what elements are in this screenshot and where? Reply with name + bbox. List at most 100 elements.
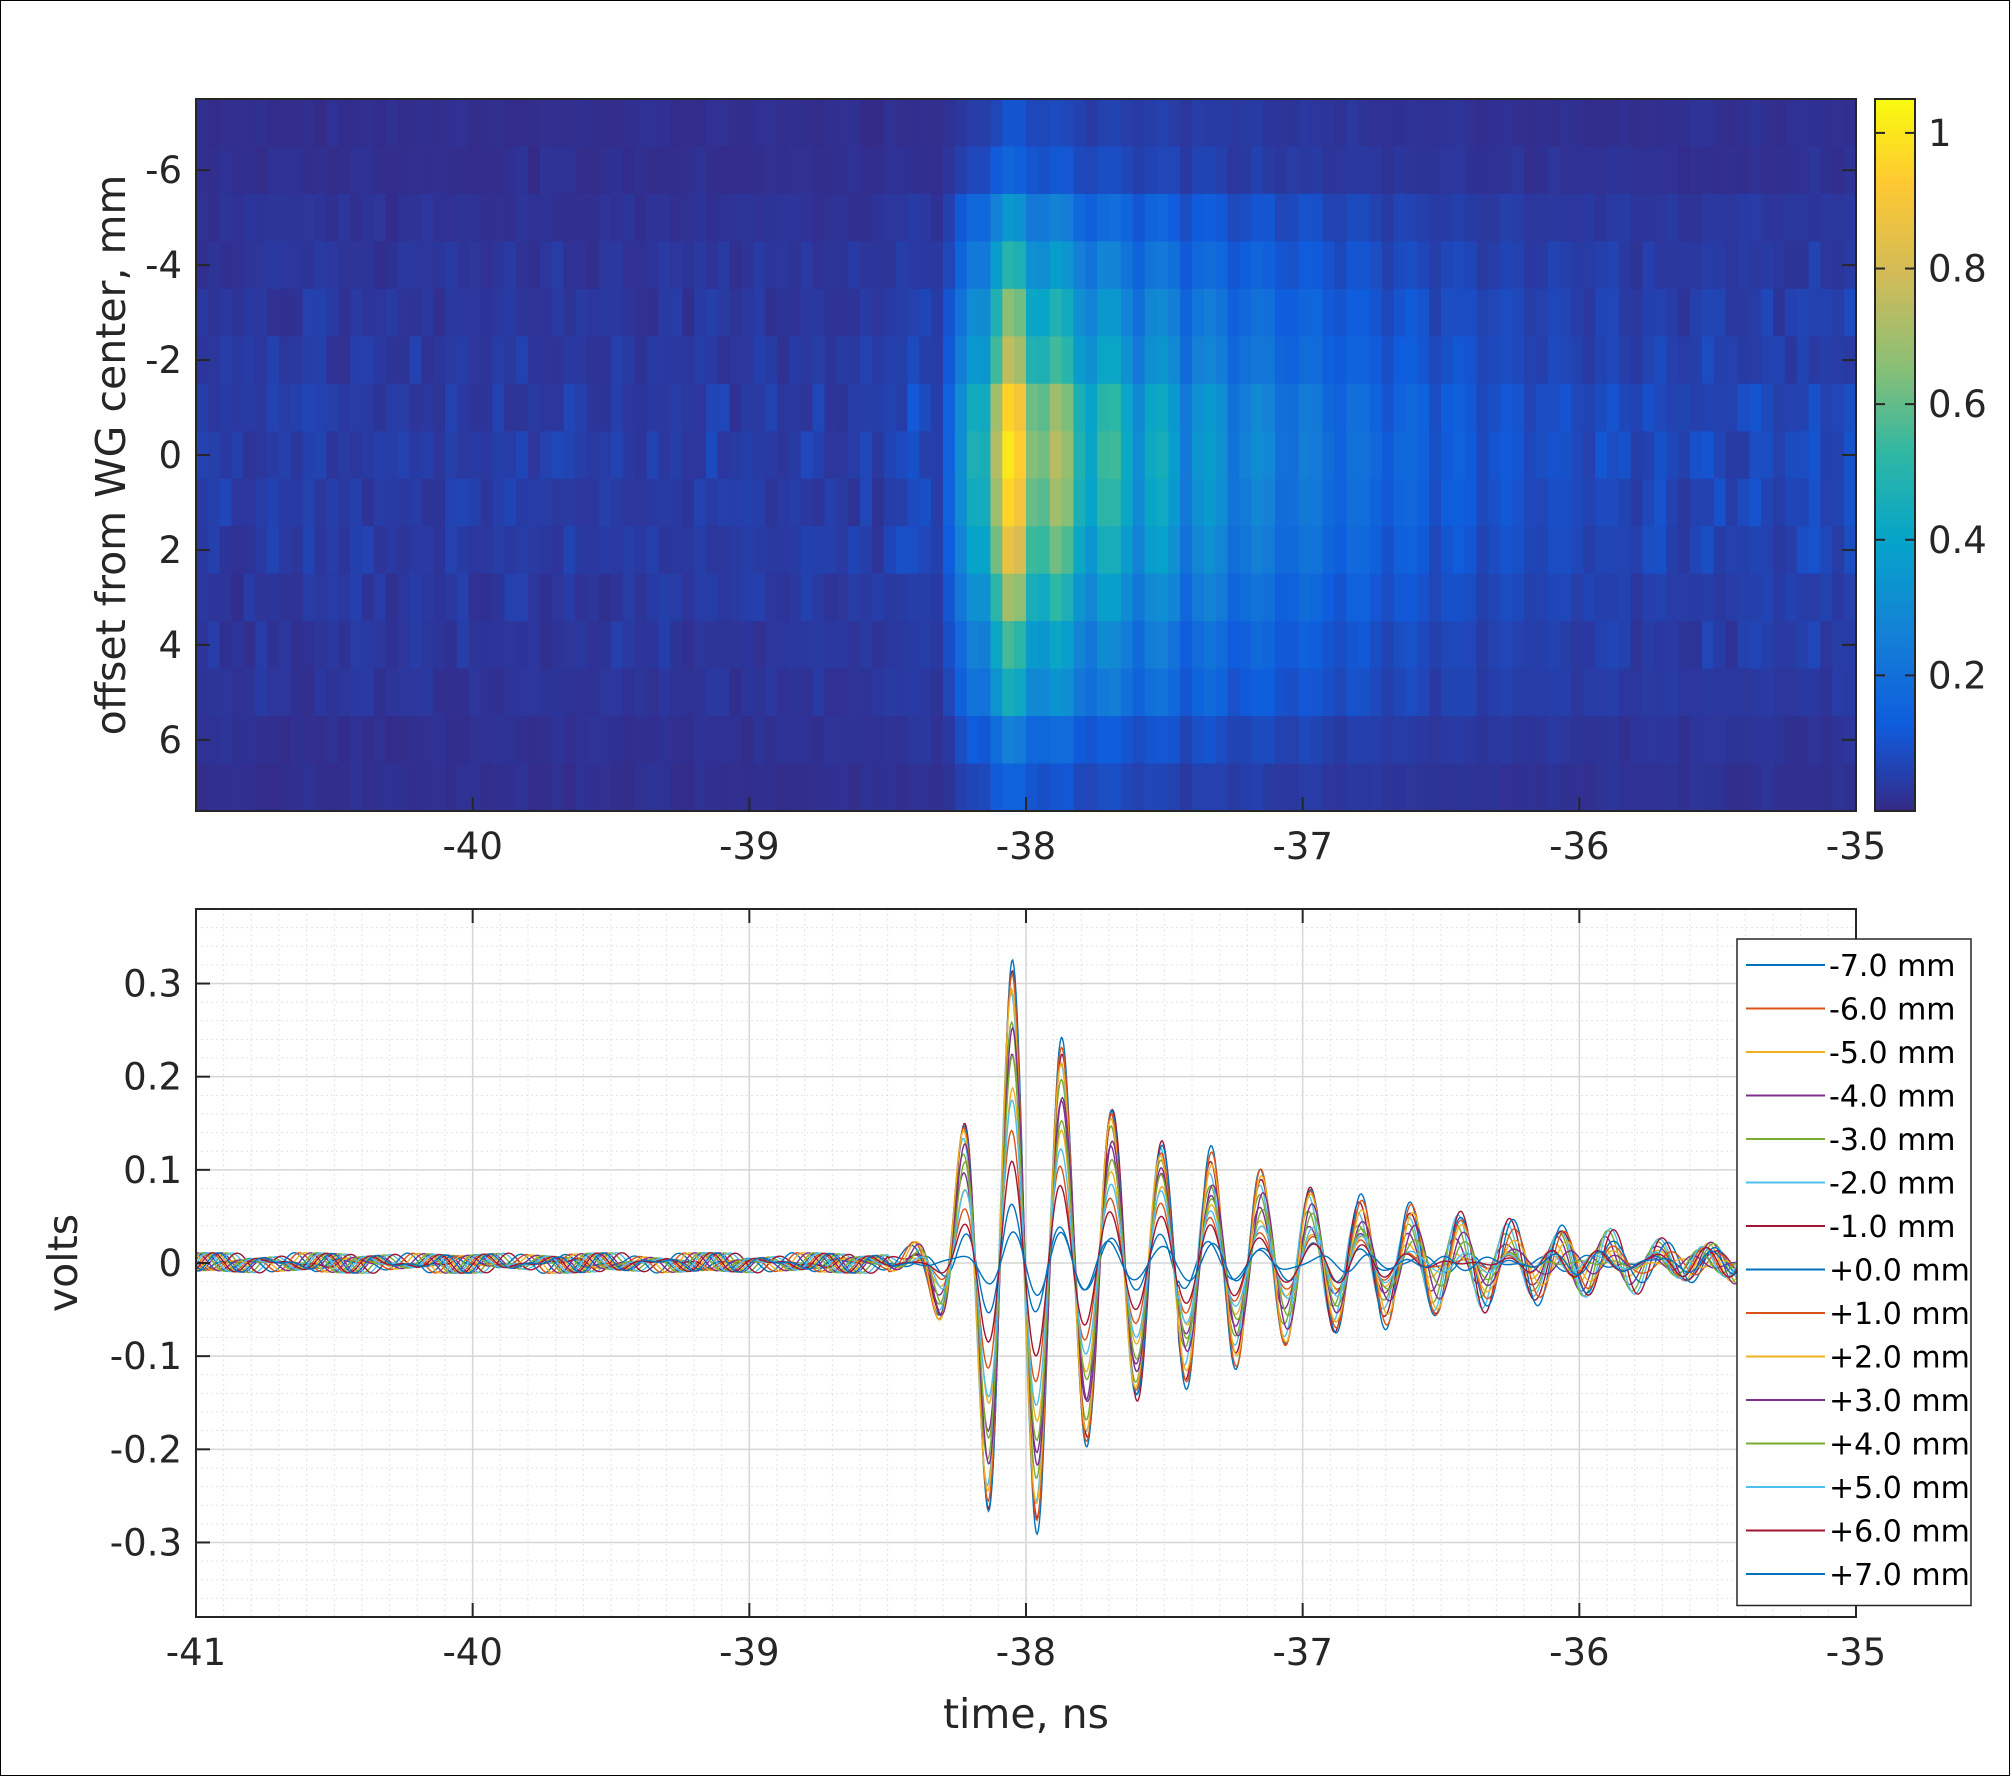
heatmap-cell [575,431,588,480]
heatmap-y-tick-label: 2 [158,529,182,572]
heatmap-cell [219,241,233,290]
heatmap-cell [504,336,517,385]
heatmap-cell [919,431,932,480]
heatmap-cell [871,668,885,717]
heatmap-cell [243,146,256,195]
heatmap-cell [267,193,280,242]
heatmap-cell [1488,383,1501,432]
heatmap-cell [800,193,814,242]
heatmap-cell [1227,383,1241,432]
heatmap-cell [670,431,683,480]
heatmap-cell [634,573,648,622]
heatmap-cell [551,431,565,480]
heatmap-cell [551,146,565,195]
heatmap-cell [1737,526,1750,575]
heatmap-cell [456,288,470,337]
legend-label: +0.0 mm [1829,1254,1970,1289]
heatmap-cell [634,336,648,385]
heatmap-cell [1832,193,1845,242]
heatmap-cell [836,431,849,480]
heatmap-cell [1168,478,1181,527]
heatmap-cell [1630,431,1644,480]
heatmap-cell [1192,336,1205,385]
heatmap-cell [1725,99,1739,148]
heatmap-cell [1713,336,1727,385]
heatmap-cell [1037,526,1051,575]
heatmap-cell [1156,763,1169,811]
heatmap-cell [1310,99,1324,148]
heatmap-cell [1832,478,1845,527]
heatmap-cell [1524,621,1537,670]
heatmap-cell [326,431,339,480]
heatmap-cell [207,621,221,670]
heatmap-cell [409,763,422,811]
heatmap-cell [563,573,577,622]
heatmap-cell [1666,668,1679,717]
heatmap-cell [1061,383,1075,432]
heatmap-cell [1286,193,1300,242]
heatmap-cell [694,288,707,337]
heatmap-cell [990,526,1003,575]
heatmap-cell [1014,621,1027,670]
heatmap-cell [421,383,434,432]
heatmap-cell [1393,146,1407,195]
heatmap-cell [670,763,683,811]
heatmap-cell [1417,431,1430,480]
heatmap-x-tick-label: -38 [996,825,1056,868]
heatmap-cell [1559,288,1573,337]
heatmap-cell [1049,763,1063,811]
heatmap-cell [397,526,411,575]
heatmap-cell [267,526,280,575]
heatmap-cell [1334,99,1347,148]
heatmap-cell [611,383,624,432]
heatmap-cell [931,763,944,811]
heatmap-cell [1203,573,1217,622]
heatmap-cell [871,99,885,148]
heatmap-cell [1559,668,1573,717]
heatmap-cell [587,716,600,765]
heatmap-cell [243,763,256,811]
heatmap-cell [1441,99,1454,148]
heatmap-cell [1334,621,1347,670]
heatmap-cell [1559,478,1573,527]
heatmap-cell [504,241,517,290]
heatmap-cell [409,193,422,242]
heatmap-cell [539,193,553,242]
heatmap-cell [871,383,885,432]
heatmap-cell [824,336,837,385]
heatmap-cell [1464,668,1478,717]
heatmap-cell [1263,478,1276,527]
heatmap-cell [1109,573,1122,622]
heatmap-cell [1524,336,1537,385]
heatmap-cell [824,193,837,242]
heatmap-cell [943,668,956,717]
heatmap-cell [421,526,434,575]
heatmap-cell [848,478,861,527]
heatmap-cell [551,668,565,717]
heatmap-cell [373,526,387,575]
heatmap-cell [1417,478,1430,527]
heatmap-cell [219,383,233,432]
heatmap-cell [1429,478,1442,527]
heatmap-cell [1227,668,1241,717]
heatmap-cell [1607,193,1620,242]
heatmap-cell [1512,288,1525,337]
heatmap-cell [1073,241,1086,290]
heatmap-cell [1097,336,1110,385]
heatmap-cell [599,146,612,195]
heatmap-cell [824,621,837,670]
heatmap-cell [622,478,636,527]
heatmap-cell [314,431,328,480]
heatmap-cell [729,288,743,337]
heatmap-cell [350,716,363,765]
heatmap-cell [1405,716,1418,765]
heatmap-cell [1120,668,1134,717]
heatmap-cell [1132,526,1146,575]
heatmap-cell [1690,573,1703,622]
heatmap-cell [385,621,399,670]
heatmap-cell [1820,716,1833,765]
heatmap-cell [468,431,482,480]
heatmap-cell [1275,146,1288,195]
heatmap-cell [1429,146,1442,195]
heatmap-cell [1239,336,1252,385]
